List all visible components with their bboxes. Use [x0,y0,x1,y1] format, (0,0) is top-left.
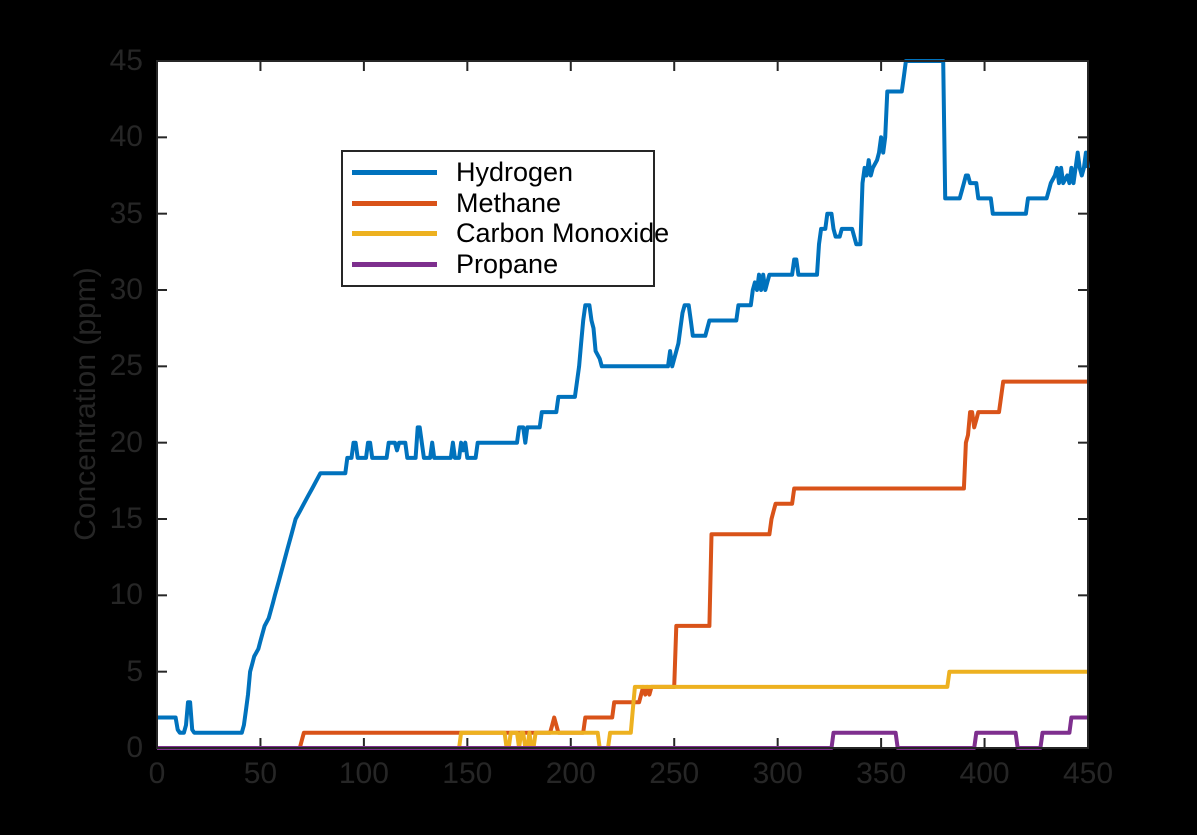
y-tick-label: 5 [126,654,143,688]
carbon-monoxide-line-swatch [352,231,437,237]
legend-item-hydrogen: Hydrogen [352,157,643,188]
legend-item-propane: Propane [352,249,643,280]
methane-line-swatch [352,200,437,206]
line-hydrogen [157,59,1090,735]
propane-line-swatch [352,262,437,268]
x-tick-label: 350 [856,757,907,790]
x-tick-label: 400 [959,757,1010,790]
plot-area: Hydrogen Methane Carbon Monoxide Propane [156,59,1090,750]
axes-box [156,60,1089,749]
y-tick-label: 25 [109,349,143,383]
x-tick-label: 250 [649,757,700,790]
x-tick-label: 450 [1062,757,1114,790]
x-tick-label: 150 [442,757,493,790]
line-propane [157,715,1088,750]
y-tick-label: 45 [109,44,143,77]
legend-label-carbon-monoxide: Carbon Monoxide [456,218,670,249]
legend-item-carbon-monoxide: Carbon Monoxide [352,219,669,250]
y-tick-label: 35 [109,196,143,230]
legend-label-propane: Propane [456,249,559,280]
y-tick-label: 0 [126,731,143,764]
x-tick-label: 300 [752,757,803,790]
legend-item-methane: Methane [352,188,643,219]
y-tick-label: 15 [109,502,143,535]
x-tick-label: 0 [148,757,166,790]
x-tick-label: 100 [338,757,389,790]
legend-label-hydrogen: Hydrogen [456,156,574,187]
y-axis-label: Concentration (ppm) [69,267,102,541]
x-tick-label: 200 [545,757,596,790]
y-tick-label: 30 [109,273,143,306]
y-tick-label: 40 [109,120,143,154]
legend-label-methane: Methane [456,187,562,218]
x-tick-label: 50 [243,757,278,790]
legend: Hydrogen Methane Carbon Monoxide Propane [341,150,669,287]
y-tick-label: 10 [109,578,143,612]
y-tick-label: 20 [109,425,143,459]
hydrogen-line-swatch [352,169,437,175]
line-methane [157,379,1088,750]
